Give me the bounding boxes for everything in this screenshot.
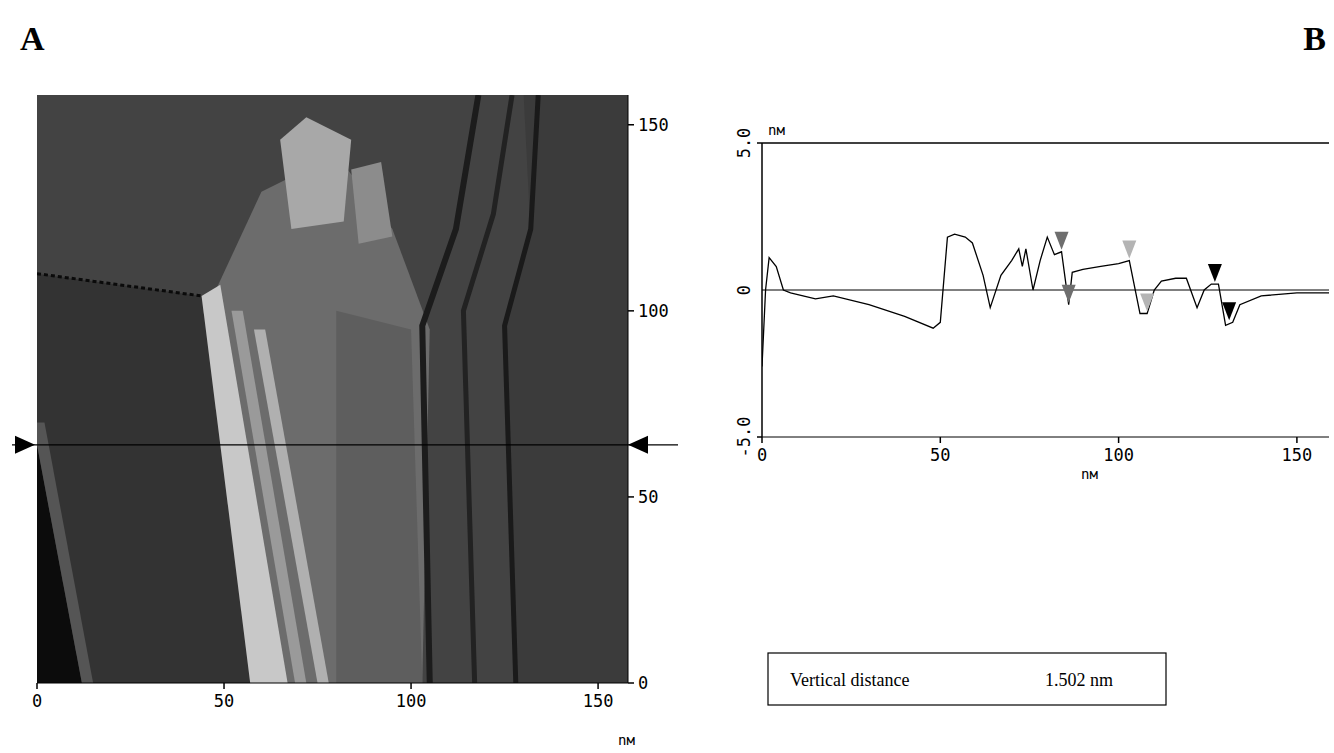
profile-line — [762, 234, 1329, 366]
tick — [628, 496, 634, 498]
cursor — [1055, 232, 1069, 250]
panel-label: A — [20, 20, 45, 57]
step-edge — [37, 422, 93, 683]
island — [280, 117, 351, 229]
tick — [223, 683, 225, 689]
annotation-box — [768, 653, 1166, 705]
axis-title: nм — [618, 732, 635, 748]
band — [254, 329, 329, 683]
plot-area — [762, 232, 1329, 367]
axis-line — [628, 95, 629, 683]
tick — [757, 142, 762, 144]
tick-label: 0 — [32, 691, 42, 711]
axis-title: nм — [768, 122, 785, 138]
tick-label: 100 — [1103, 445, 1134, 465]
grain-boundary — [37, 274, 202, 296]
tick-label: 50 — [930, 445, 950, 465]
step-region — [336, 311, 422, 683]
tick — [597, 683, 599, 689]
tick-label: 100 — [396, 691, 427, 711]
cursor — [1208, 264, 1222, 282]
tick — [940, 437, 942, 443]
axis-line — [37, 683, 628, 684]
section-line — [12, 444, 678, 445]
tick — [628, 310, 634, 312]
tick-label: 0 — [757, 445, 767, 465]
tick-label: 100 — [638, 301, 669, 321]
cursor — [1122, 241, 1136, 259]
tick — [628, 124, 634, 126]
cursor — [1140, 294, 1154, 312]
tick-label: 0 — [638, 673, 648, 693]
tick — [761, 437, 763, 443]
terrace — [505, 95, 628, 683]
tick-label: 5.0 — [734, 128, 754, 159]
frame — [762, 142, 1329, 144]
section-arrow — [628, 436, 648, 454]
step-line — [505, 95, 539, 683]
figure: AB050100150050100150nм-5.005.0050100150n… — [0, 0, 1334, 753]
afm-image — [37, 95, 628, 683]
tick — [1296, 437, 1298, 443]
tick — [628, 682, 634, 684]
zero-line — [762, 290, 1329, 291]
tick-label: 150 — [1282, 445, 1313, 465]
annotation-value: 1.502 nm — [1045, 670, 1113, 690]
tick-label: 150 — [583, 691, 614, 711]
tick — [36, 683, 38, 689]
axis-line — [762, 437, 1329, 438]
cursor — [1222, 302, 1236, 320]
tick — [410, 683, 412, 689]
axis-title: nм — [1081, 466, 1098, 482]
island — [351, 162, 392, 244]
panel-label: B — [1303, 20, 1326, 57]
section-arrow — [15, 436, 35, 454]
tick — [1118, 437, 1120, 443]
cursor — [1062, 285, 1076, 303]
tick-label: 0 — [734, 285, 754, 295]
tick-label: -5.0 — [734, 417, 754, 458]
tick-label: 50 — [214, 691, 234, 711]
annotation-label: Vertical distance — [790, 670, 909, 690]
tick-label: 150 — [638, 115, 669, 135]
tick-label: 50 — [638, 487, 658, 507]
